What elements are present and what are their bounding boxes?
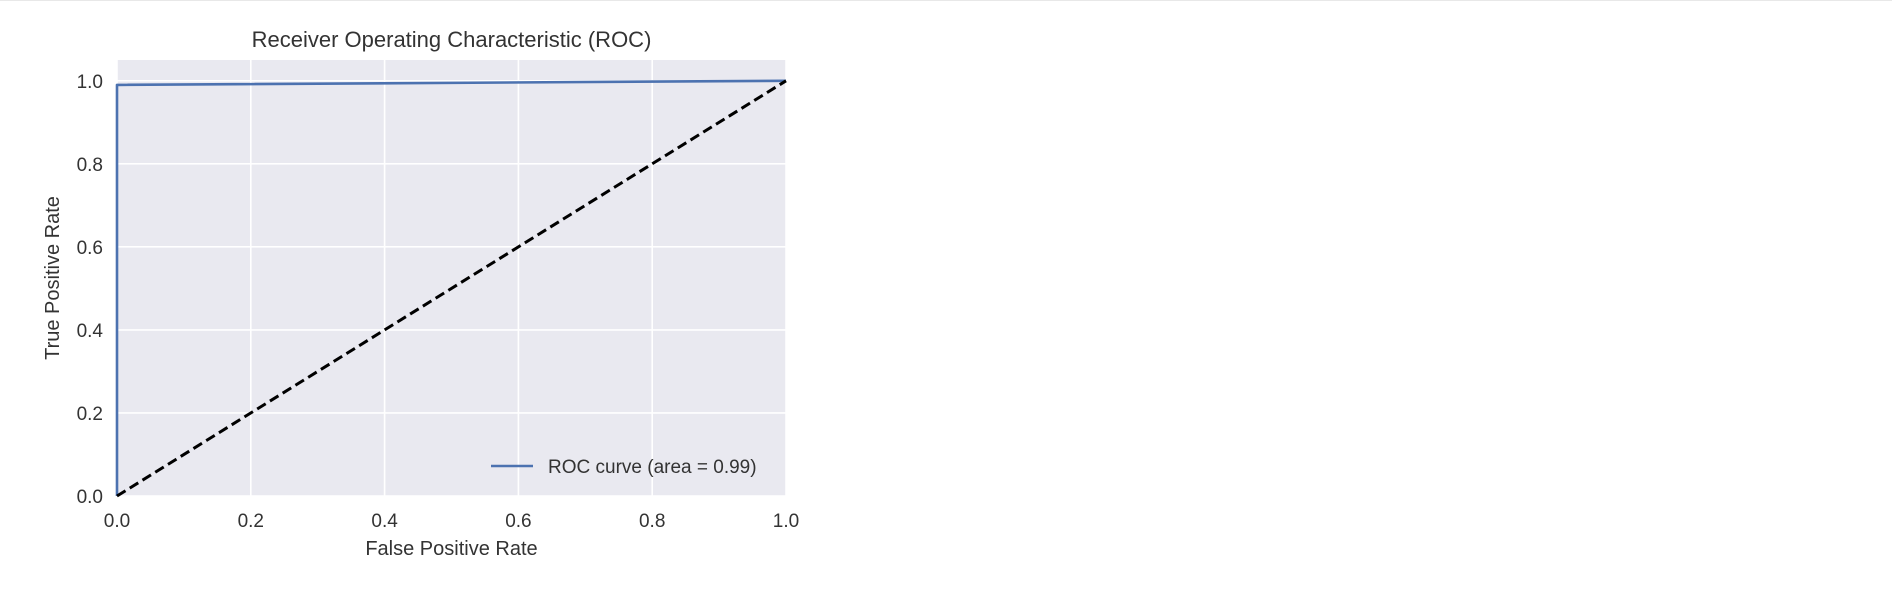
tick-labels: 0.0 0.2 0.4 0.6 0.8 1.0 0.0 0.2 0.4 0.6 0.8 1.0 [77,72,800,532]
y-tick-label: 0.4 [77,321,104,342]
x-tick-label: 0.6 [505,511,531,532]
y-axis-label: True Positive Rate [42,196,64,360]
y-tick-label: 1.0 [77,72,103,93]
x-tick-label: 0.8 [639,511,665,532]
y-tick-label: 0.6 [77,238,103,259]
x-tick-label: 0.4 [371,511,398,532]
y-tick-label: 0.0 [77,487,103,508]
chance-diagonal-line [116,79,787,498]
roc-curve-line [115,79,787,496]
x-tick-label: 0.2 [238,511,264,532]
plot-area [117,60,786,496]
legend: ROC curve (area = 0.99) [491,457,757,478]
chart-title: Receiver Operating Characteristic (ROC) [252,27,652,52]
y-tick-label: 0.2 [77,404,103,425]
legend-label: ROC curve (area = 0.99) [548,457,757,478]
x-tick-label: 1.0 [773,511,799,532]
top-divider [0,0,1892,1]
series-layer [115,79,787,498]
y-tick-label: 0.8 [77,155,103,176]
x-tick-label: 0.0 [104,511,130,532]
x-axis-label: False Positive Rate [365,538,537,560]
